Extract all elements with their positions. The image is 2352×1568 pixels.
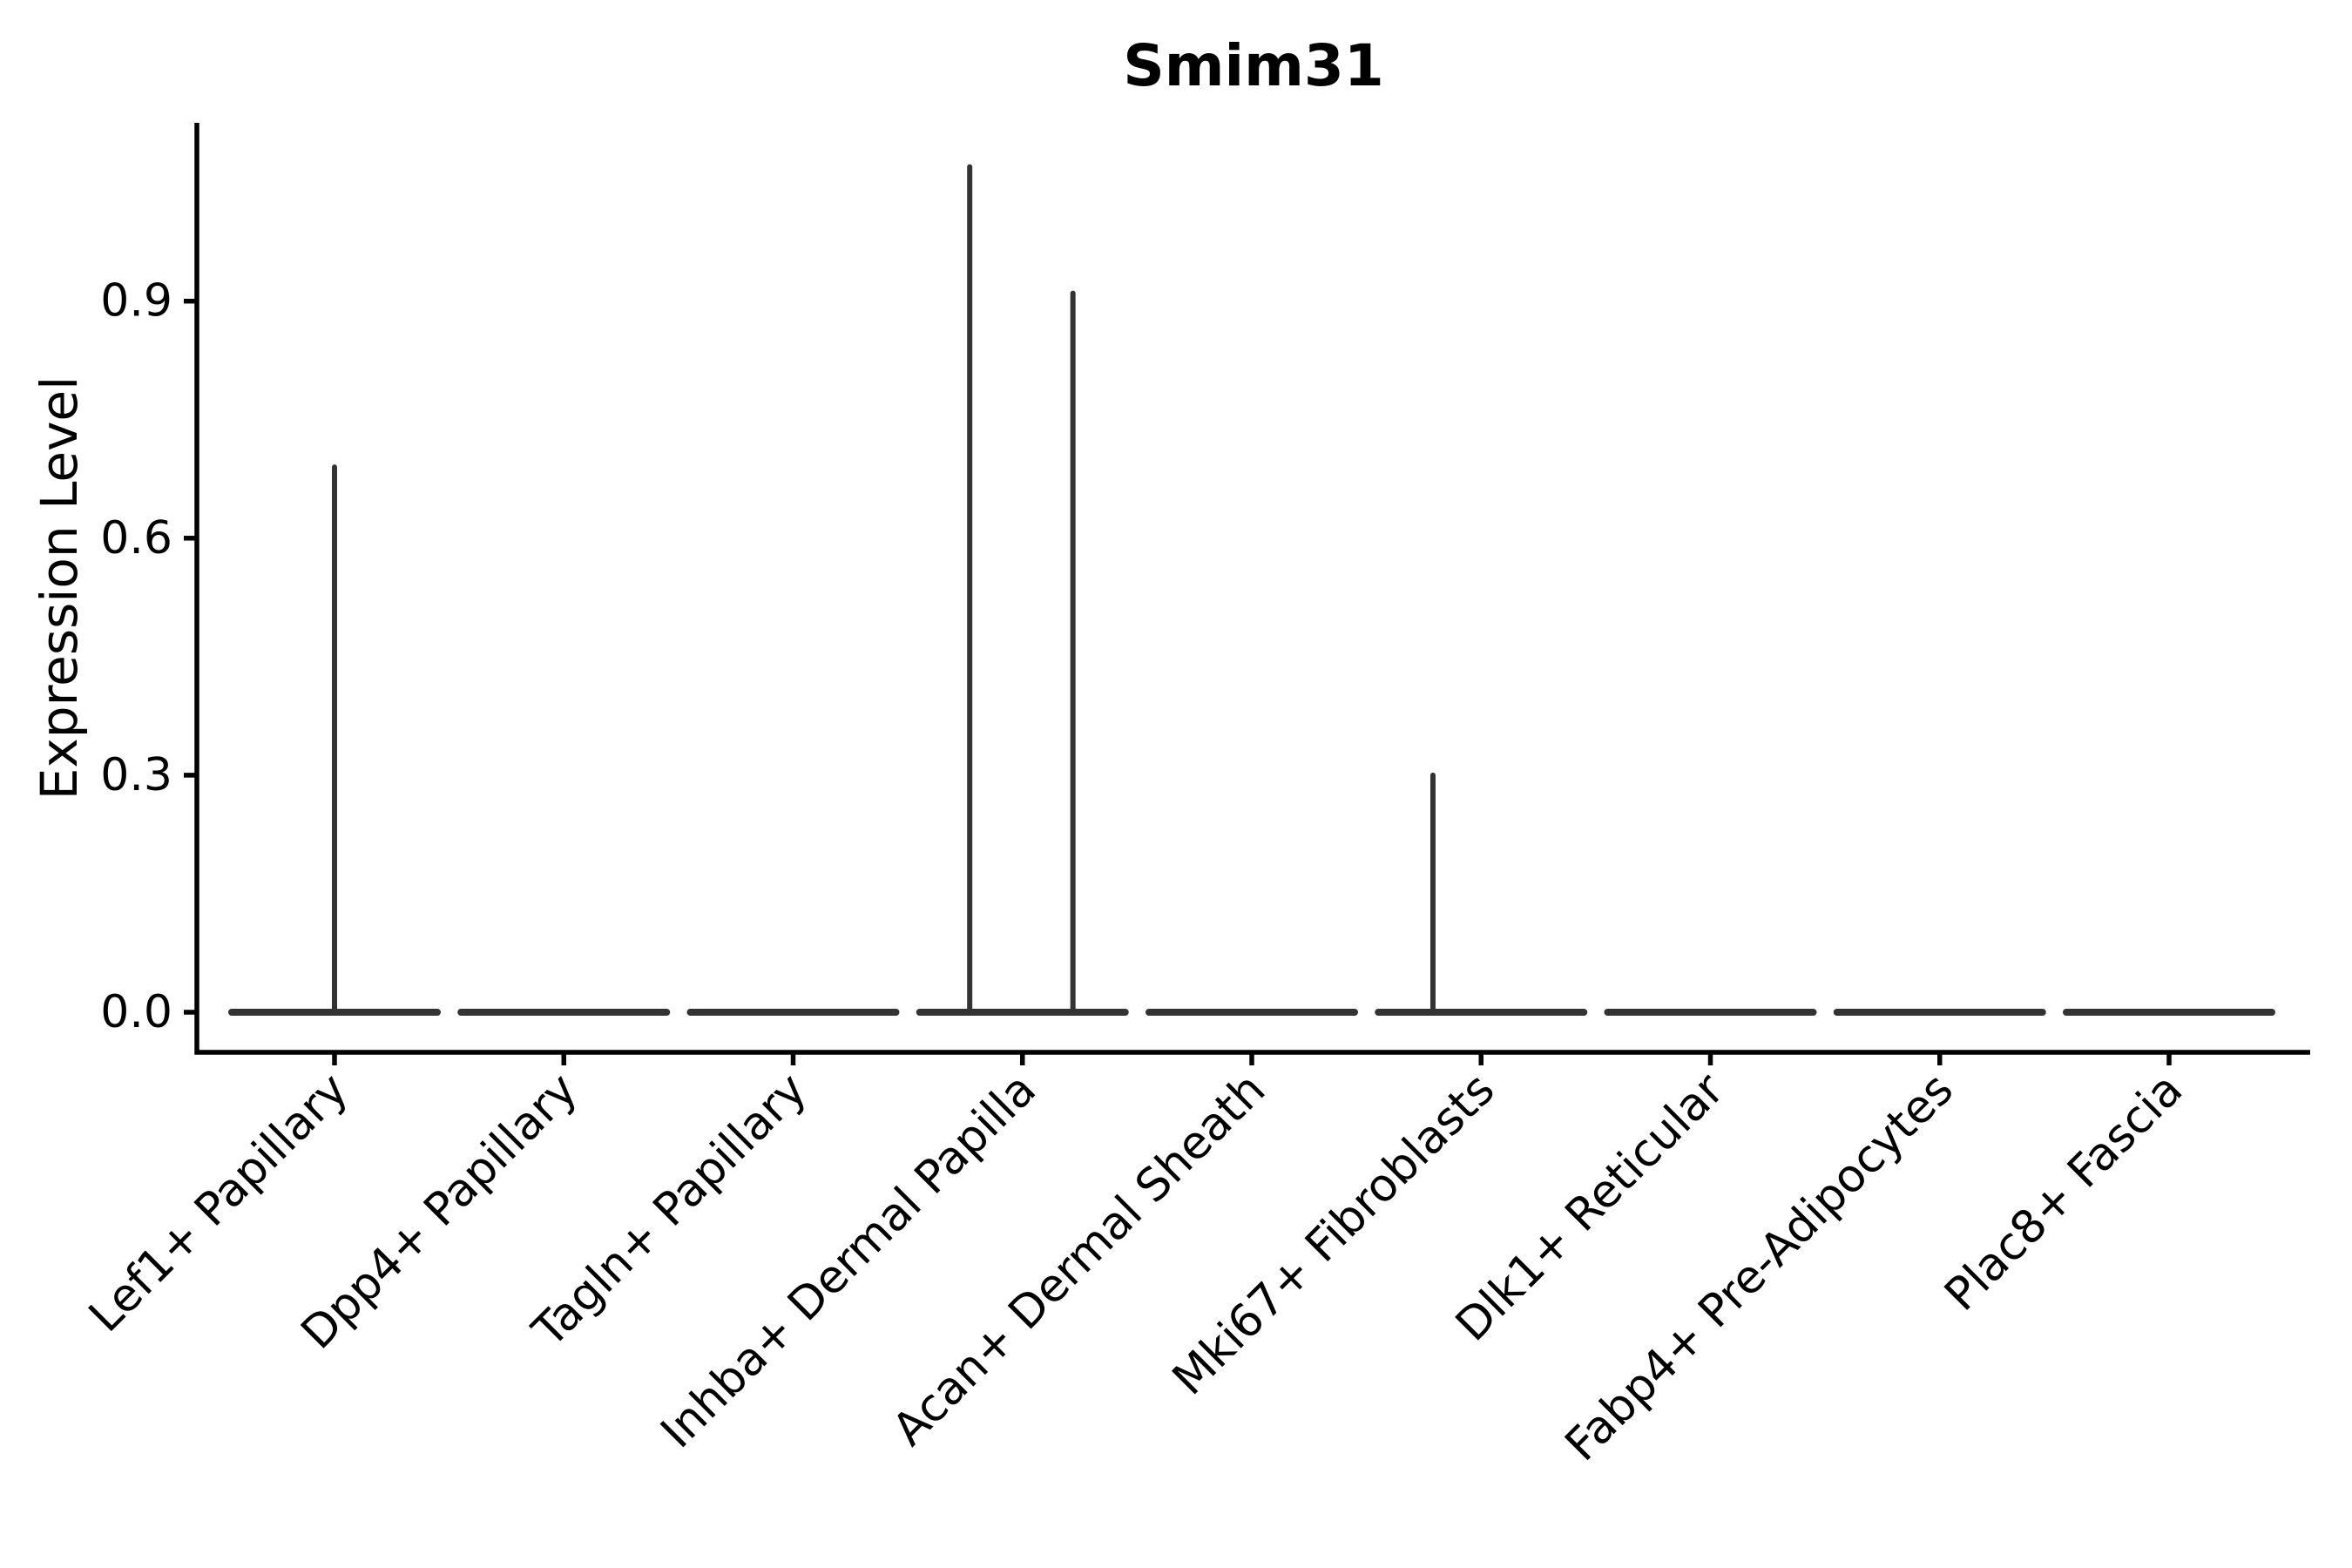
y-axis-label: Expression Level <box>30 376 89 800</box>
y-tick-label: 0.3 <box>100 749 172 801</box>
chart-title: Smim31 <box>1123 32 1384 99</box>
x-tick-label: Acan+ Dermal Sheath <box>883 1064 1276 1456</box>
y-tick-label: 0.0 <box>100 986 172 1038</box>
y-tick-label: 0.6 <box>100 512 172 564</box>
x-tick-label: Plac8+ Fascia <box>1935 1064 2193 1321</box>
x-tick-label: Inhba+ Dermal Papilla <box>651 1064 1045 1458</box>
x-tick-label: Fabp4+ Pre-Adipocytes <box>1556 1064 1963 1471</box>
violins <box>228 164 2275 1016</box>
axis-spines <box>194 123 2310 1055</box>
y-axis-ticks: 0.0 0.3 0.6 0.9 <box>100 275 197 1038</box>
y-tick-label: 0.9 <box>100 275 172 328</box>
